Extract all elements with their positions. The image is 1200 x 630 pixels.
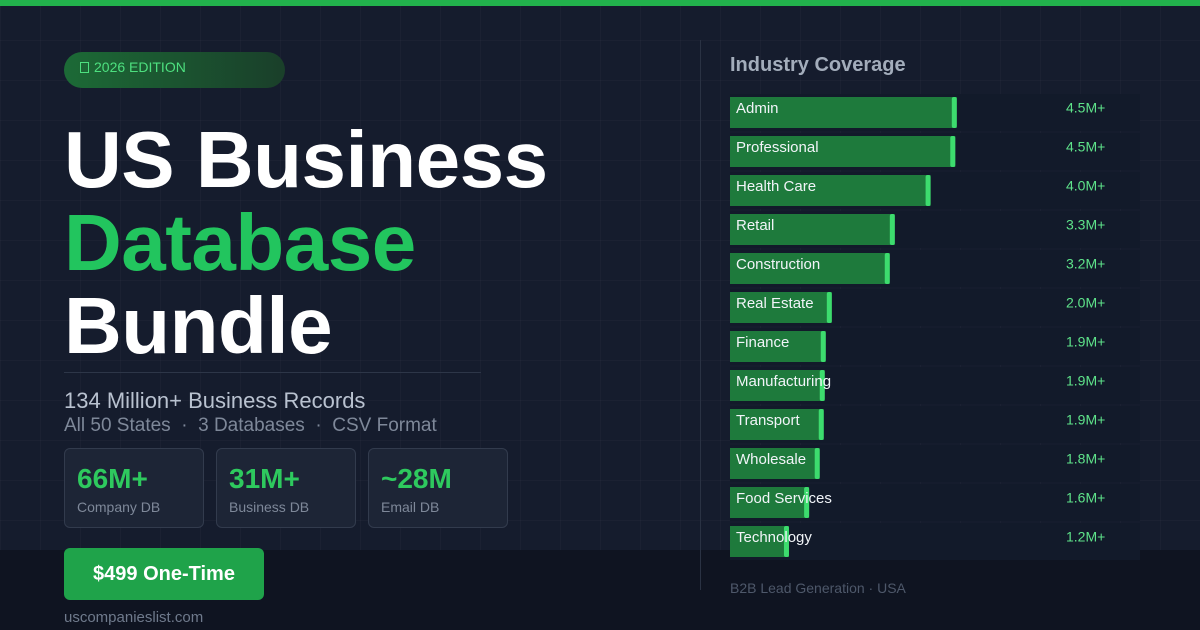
value-label: 1.9M+ <box>1066 412 1105 428</box>
bar <box>730 136 956 167</box>
bar-label: Professional <box>736 139 819 156</box>
bar-label: Admin <box>736 100 779 117</box>
bar-label: Food Services <box>736 490 832 507</box>
value-label: 1.2M+ <box>1066 529 1105 545</box>
bar-label: Construction <box>736 256 820 273</box>
url: uscompanieslist.com <box>64 609 204 626</box>
stat-card: 31M+ Business DB <box>216 448 356 528</box>
stat-label: Business DB <box>229 499 310 515</box>
stat-value: 31M+ <box>229 463 300 494</box>
bar-label: Health Care <box>736 178 816 195</box>
chart-title: Industry Coverage <box>730 54 906 76</box>
bar-tip <box>951 97 957 128</box>
bar <box>730 409 824 440</box>
bar <box>730 175 931 206</box>
bar-label: Transport <box>736 412 800 429</box>
bar-tip <box>925 175 931 206</box>
bar-label: Finance <box>736 334 789 351</box>
stat-card: 66M+ Company DB <box>64 448 204 528</box>
edition-badge: 2026 EDITION <box>64 52 285 88</box>
subtitle: 134 Million+ Business Records <box>64 388 366 413</box>
bar <box>730 526 789 557</box>
bar <box>730 448 820 479</box>
top-accent <box>0 0 1200 6</box>
bar <box>730 370 825 401</box>
value-label: 4.5M+ <box>1066 100 1105 116</box>
stat-label: Email DB <box>381 499 440 515</box>
value-label: 2.0M+ <box>1066 295 1105 311</box>
bar <box>730 97 957 128</box>
bar-label: Retail <box>736 217 774 234</box>
badge-text: 2026 EDITION <box>94 59 186 75</box>
title-line: US Business <box>64 115 548 204</box>
bar-tip <box>818 409 824 440</box>
value-label: 4.0M+ <box>1066 178 1105 194</box>
bar-label: Real Estate <box>736 295 814 312</box>
bar <box>730 253 890 284</box>
bar <box>730 487 810 518</box>
value-label: 3.2M+ <box>1066 256 1105 272</box>
value-label: 1.9M+ <box>1066 334 1105 350</box>
bar <box>730 292 832 323</box>
bar-track <box>730 523 1140 560</box>
footer: B2B Lead Generation · USA <box>730 580 906 596</box>
value-label: 1.8M+ <box>1066 451 1105 467</box>
details: All 50 States · 3 Databases · CSV Format <box>64 415 437 436</box>
separator <box>64 372 481 373</box>
bar-tip <box>826 292 832 323</box>
stat-card: ~28M Email DB <box>368 448 508 528</box>
bar-tip <box>783 526 789 557</box>
value-label: 1.9M+ <box>1066 373 1105 389</box>
stat-value: 66M+ <box>77 463 148 494</box>
stat-label: Company DB <box>77 499 161 515</box>
title-line: Database <box>64 198 416 287</box>
value-label: 3.3M+ <box>1066 217 1105 233</box>
bar-tip <box>884 253 890 284</box>
bar-tip <box>889 214 895 245</box>
bar <box>730 331 826 362</box>
title-line: Bundle <box>64 281 333 370</box>
stat-value: ~28M <box>381 463 452 494</box>
cta-button[interactable]: $499 One-Time <box>64 548 264 600</box>
value-label: 1.6M+ <box>1066 490 1105 506</box>
bar-label: Manufacturing <box>736 373 831 390</box>
bar <box>730 214 895 245</box>
bar-label: Wholesale <box>736 451 806 468</box>
divider <box>700 40 701 590</box>
bar-tip <box>950 136 956 167</box>
bar-tip <box>814 448 820 479</box>
bar-tip <box>819 370 825 401</box>
value-label: 4.5M+ <box>1066 139 1105 155</box>
bar-tip <box>804 487 810 518</box>
bar-tip <box>820 331 826 362</box>
bar-label: Technology <box>736 529 812 546</box>
